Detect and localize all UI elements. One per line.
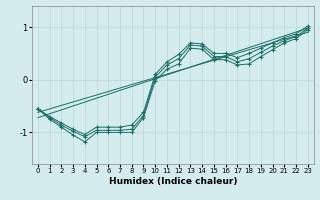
X-axis label: Humidex (Indice chaleur): Humidex (Indice chaleur)	[108, 177, 237, 186]
